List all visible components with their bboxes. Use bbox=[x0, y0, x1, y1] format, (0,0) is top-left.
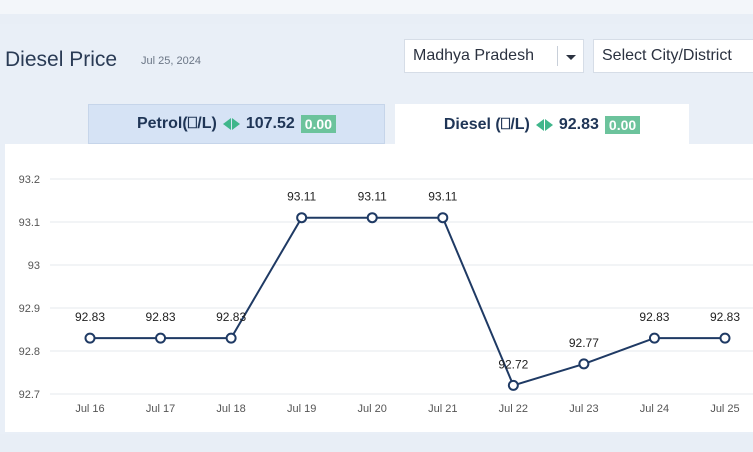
price-change-icon bbox=[222, 118, 240, 130]
x-tick-label: Jul 23 bbox=[569, 403, 598, 415]
x-tick-label: Jul 21 bbox=[428, 403, 457, 415]
state-select-value: Madhya Pradesh bbox=[413, 47, 534, 64]
tab-petrol-label: Petrol(⎕/L) bbox=[136, 115, 217, 132]
y-tick-label: 93.2 bbox=[19, 174, 40, 186]
data-point bbox=[437, 212, 449, 224]
data-label: 92.77 bbox=[569, 336, 599, 350]
x-tick-label: Jul 25 bbox=[710, 403, 739, 415]
x-tick-label: Jul 18 bbox=[216, 403, 245, 415]
tab-petrol-price: 107.52 bbox=[245, 115, 295, 132]
data-point bbox=[225, 332, 237, 344]
y-tick-label: 92.7 bbox=[19, 389, 40, 401]
data-point bbox=[84, 332, 96, 344]
city-select[interactable]: Select City/District bbox=[593, 39, 753, 73]
page-title: Diesel Price bbox=[5, 48, 118, 71]
top-band bbox=[0, 0, 753, 14]
price-date: Jul 25, 2024 bbox=[141, 55, 201, 67]
x-tick-label: Jul 20 bbox=[358, 403, 387, 415]
y-tick-label: 93.1 bbox=[19, 217, 40, 229]
x-tick-label: Jul 17 bbox=[146, 403, 175, 415]
data-label: 93.11 bbox=[428, 190, 457, 204]
select-divider bbox=[557, 46, 558, 66]
data-point bbox=[155, 332, 167, 344]
data-point bbox=[296, 212, 308, 224]
data-label: 92.83 bbox=[639, 310, 669, 324]
x-tick-label: Jul 22 bbox=[499, 403, 528, 415]
tab-diesel-label: Diesel (⎕/L) bbox=[443, 116, 530, 133]
x-tick-label: Jul 24 bbox=[640, 403, 669, 415]
diesel-price-chart: 92.7 92.8 92.9 93 93.1 93.2 Jul 16 Jul 17 Jul 18… bbox=[19, 174, 753, 415]
data-point bbox=[366, 212, 378, 224]
city-select-placeholder: Select City/District bbox=[602, 47, 732, 64]
y-tick-label: 92.9 bbox=[19, 303, 40, 315]
x-tick-label: Jul 19 bbox=[287, 403, 316, 415]
data-label: 92.83 bbox=[75, 310, 105, 324]
chevron-down-icon[interactable] bbox=[566, 55, 576, 60]
tab-diesel-change-badge: 0.00 bbox=[604, 116, 641, 134]
tab-petrol-change-badge: 0.00 bbox=[300, 115, 336, 133]
y-tick-label: 93 bbox=[28, 260, 40, 272]
tab-petrol[interactable]: Petrol(⎕/L) 107.52 0.00 bbox=[88, 104, 385, 144]
data-point bbox=[578, 358, 590, 370]
data-label: 92.83 bbox=[146, 310, 176, 324]
data-label: 92.83 bbox=[216, 310, 246, 324]
state-select[interactable]: Madhya Pradesh bbox=[404, 39, 584, 73]
data-point bbox=[719, 332, 731, 344]
price-change-icon bbox=[535, 119, 553, 131]
data-label: 92.72 bbox=[498, 357, 528, 371]
data-point bbox=[507, 379, 519, 391]
data-label: 92.83 bbox=[710, 310, 740, 324]
tab-diesel[interactable]: Diesel (⎕/L) 92.83 0.00 bbox=[395, 104, 689, 146]
x-tick-label: Jul 16 bbox=[75, 403, 104, 415]
data-point bbox=[648, 332, 660, 344]
tab-diesel-price: 92.83 bbox=[558, 116, 599, 133]
series-line bbox=[90, 216, 725, 387]
data-label: 93.11 bbox=[358, 190, 387, 204]
price-chart-container: 92.7 92.8 92.9 93 93.1 93.2 Jul 16 Jul 17 Jul 18… bbox=[5, 144, 753, 432]
y-tick-label: 92.8 bbox=[19, 346, 40, 358]
data-label: 93.11 bbox=[287, 190, 316, 204]
